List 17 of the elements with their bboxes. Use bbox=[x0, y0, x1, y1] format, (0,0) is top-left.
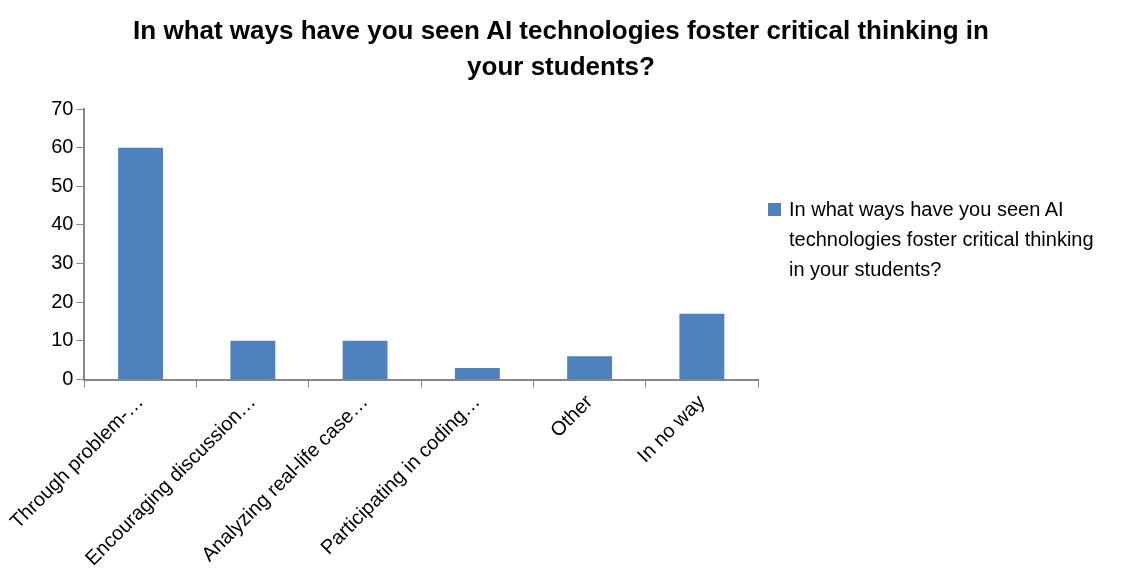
y-tick-label: 40 bbox=[51, 212, 74, 235]
legend-label: In what ways have you seen AI technologies foster critical thinking in your students? bbox=[789, 197, 1095, 282]
bar bbox=[118, 147, 164, 380]
y-tick-label: 70 bbox=[51, 96, 74, 119]
y-tick-label: 10 bbox=[51, 328, 74, 351]
x-tick-label: In no way bbox=[632, 390, 709, 467]
y-tick-label: 50 bbox=[51, 173, 74, 196]
y-tick-label: 30 bbox=[51, 251, 74, 274]
bar bbox=[679, 313, 725, 380]
bar bbox=[454, 367, 500, 380]
y-tick-label: 20 bbox=[51, 289, 74, 312]
y-tick-label: 0 bbox=[62, 367, 74, 390]
bar bbox=[342, 340, 388, 380]
bar bbox=[567, 356, 613, 380]
y-tick-label: 60 bbox=[51, 135, 74, 158]
bar bbox=[230, 340, 276, 380]
chart-title: In what ways have you seen AI technologies foster critical thinking in your students? bbox=[132, 14, 990, 83]
